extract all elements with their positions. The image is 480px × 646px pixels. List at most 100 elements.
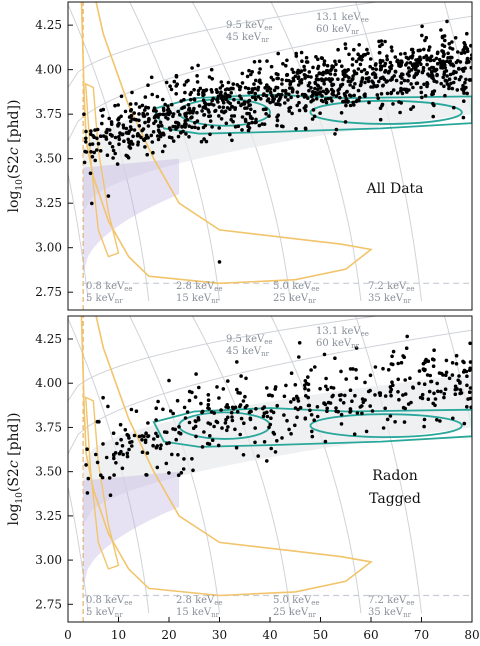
- data-point: [320, 94, 324, 98]
- data-point: [377, 50, 382, 55]
- data-point: [269, 416, 273, 421]
- data-point: [324, 376, 328, 381]
- energy-label-nr: 60 keVnr: [316, 24, 360, 36]
- data-point: [417, 381, 421, 386]
- data-point: [243, 405, 248, 410]
- data-point: [119, 114, 123, 119]
- data-point: [399, 81, 404, 85]
- data-point: [265, 459, 269, 463]
- data-point: [432, 348, 436, 353]
- data-point: [183, 125, 187, 129]
- data-point: [307, 70, 312, 74]
- data-point: [156, 399, 160, 404]
- data-point: [445, 79, 449, 83]
- data-point: [243, 85, 248, 90]
- data-point: [270, 394, 275, 398]
- energy-label-nr: 45 keVnr: [226, 32, 270, 44]
- data-point: [88, 171, 93, 176]
- data-point: [200, 109, 204, 113]
- data-point: [261, 414, 266, 419]
- energy-label-nr: 15 keVnr: [176, 607, 220, 619]
- x-tick-label: 80: [464, 628, 479, 642]
- data-point: [417, 48, 422, 53]
- data-point: [256, 454, 261, 458]
- data-point: [218, 86, 223, 90]
- data-point: [422, 82, 426, 87]
- data-point: [220, 109, 224, 113]
- data-point: [140, 450, 145, 455]
- data-point: [182, 457, 186, 461]
- data-point: [233, 427, 237, 432]
- data-point: [467, 390, 472, 395]
- data-point: [399, 360, 404, 365]
- data-point: [316, 64, 321, 69]
- data-point: [309, 86, 313, 90]
- y-tick-label: 3.25: [35, 196, 62, 210]
- data-point: [193, 125, 197, 130]
- data-point: [411, 385, 415, 390]
- data-point: [171, 139, 176, 143]
- data-point: [176, 134, 181, 139]
- data-point: [469, 405, 472, 410]
- data-point: [272, 88, 277, 93]
- data-point: [206, 402, 211, 407]
- data-point: [383, 39, 387, 44]
- data-point: [174, 437, 178, 442]
- data-point: [129, 108, 134, 112]
- y-tick-label: 4.00: [35, 63, 62, 77]
- data-point: [464, 77, 468, 82]
- data-point: [351, 367, 355, 371]
- data-point: [93, 158, 97, 163]
- data-point: [396, 390, 400, 394]
- data-point: [467, 59, 471, 64]
- data-point: [300, 59, 304, 63]
- data-point: [322, 82, 327, 86]
- data-point: [408, 376, 412, 381]
- data-point: [193, 395, 198, 399]
- data-point: [266, 85, 271, 90]
- data-point: [278, 103, 282, 107]
- data-point: [463, 80, 467, 85]
- data-point: [390, 49, 394, 53]
- data-point: [310, 429, 314, 434]
- data-point: [294, 127, 298, 131]
- data-point: [276, 72, 280, 77]
- data-point: [130, 90, 134, 95]
- data-point: [468, 360, 472, 364]
- data-point: [236, 124, 241, 129]
- data-point: [371, 81, 376, 85]
- data-point: [192, 88, 196, 92]
- data-point: [223, 421, 228, 425]
- data-point: [189, 90, 193, 95]
- data-point: [193, 424, 198, 429]
- data-point: [322, 59, 327, 63]
- data-point: [161, 131, 165, 136]
- data-point: [101, 107, 106, 112]
- data-point: [428, 56, 433, 60]
- data-point: [276, 76, 281, 81]
- data-point: [442, 72, 447, 76]
- ee-contour-right: [309, 99, 463, 125]
- data-point: [443, 66, 448, 70]
- data-point: [307, 88, 311, 93]
- data-point: [303, 386, 307, 391]
- panel-radon-tagged: 2.75 3.00 3.25 3.50 3.75 4.00 4.25 0 10 20 30 40 50…: [6, 315, 480, 642]
- data-point: [411, 50, 416, 55]
- data-point: [143, 95, 148, 99]
- data-point: [467, 368, 472, 373]
- data-point: [383, 406, 388, 411]
- data-point: [219, 408, 223, 412]
- data-point: [119, 94, 124, 99]
- data-point: [202, 113, 206, 117]
- data-point: [456, 59, 460, 63]
- data-point: [367, 100, 371, 105]
- energy-arc: [355, 2, 422, 302]
- data-point: [194, 434, 198, 439]
- data-point: [238, 432, 242, 437]
- data-point: [344, 103, 348, 108]
- data-point: [282, 394, 287, 399]
- data-point: [153, 119, 158, 123]
- data-point: [356, 88, 361, 93]
- data-point: [310, 117, 315, 121]
- data-point: [265, 88, 270, 93]
